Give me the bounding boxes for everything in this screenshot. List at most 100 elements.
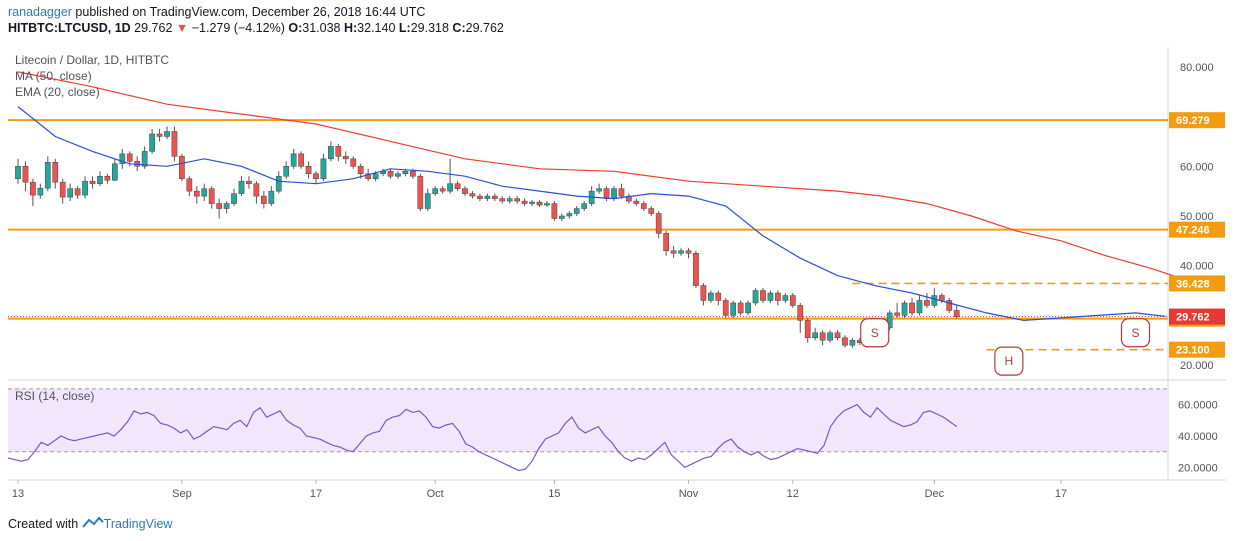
candle-body	[97, 175, 103, 184]
time-tick-label: Dec	[925, 488, 945, 500]
candle	[626, 193, 632, 204]
candle	[74, 186, 81, 199]
candle-body	[700, 285, 707, 301]
candle-body	[670, 250, 677, 254]
candle-body	[514, 198, 520, 202]
candle	[812, 327, 818, 341]
candle-body	[715, 292, 722, 301]
rsi-band	[8, 388, 1168, 452]
footer: Created with TradingView	[8, 516, 172, 533]
candle	[395, 171, 401, 179]
candle	[491, 193, 498, 202]
candle	[193, 186, 200, 204]
candle	[827, 330, 833, 343]
candle	[484, 193, 491, 202]
candle	[112, 158, 118, 182]
level-0-badge	[1169, 112, 1225, 129]
pattern-label-box	[1120, 318, 1151, 348]
candle	[328, 141, 334, 162]
candle-body	[633, 200, 640, 204]
legend-ema: EMA (20, close)	[15, 85, 100, 99]
pattern-label-s: S	[1120, 318, 1151, 348]
candle	[514, 196, 520, 204]
candle-body	[946, 300, 953, 311]
candle-body	[223, 203, 230, 209]
candle	[924, 293, 930, 308]
candle-body	[74, 188, 81, 196]
tradingview-brand[interactable]: TradingView	[103, 517, 173, 531]
candle-body	[59, 181, 66, 198]
time-tick-label: Nov	[679, 488, 699, 500]
candle-body	[529, 201, 535, 204]
time-tick-label: 15	[548, 488, 560, 500]
candle	[201, 183, 208, 202]
candle	[901, 300, 908, 318]
candle-body	[491, 195, 498, 199]
last-price-badge-label: 29.762	[1176, 312, 1210, 324]
pattern-label-h: H	[994, 346, 1024, 376]
candle-body	[760, 290, 766, 301]
close-value: 29.762	[134, 21, 173, 35]
pattern-label-s: S	[860, 318, 890, 348]
candle-body	[938, 295, 945, 301]
candle-body	[454, 183, 461, 189]
candle-body	[201, 188, 208, 197]
candle-body	[342, 156, 349, 160]
price-tick-label: 40.000	[1180, 261, 1214, 273]
candle	[253, 181, 260, 204]
candle	[789, 293, 796, 308]
candle-body	[909, 302, 915, 314]
candle-body	[752, 290, 759, 304]
candle-body	[737, 302, 744, 314]
candle-body	[82, 180, 88, 196]
candle	[529, 200, 535, 207]
candle-body	[462, 188, 468, 194]
candle-body	[67, 188, 74, 198]
candle	[350, 156, 357, 169]
candle	[104, 173, 111, 184]
candle	[573, 206, 580, 216]
candle	[261, 191, 267, 209]
candle	[454, 181, 461, 192]
time-tick-label: Sep	[172, 488, 192, 500]
open-label: O:	[288, 21, 303, 35]
candle	[603, 186, 610, 202]
close-label: C:	[452, 21, 466, 35]
candle-body	[283, 166, 290, 177]
candle-body	[387, 171, 394, 177]
price-tick-label: 80.000	[1180, 62, 1214, 74]
candle	[231, 188, 237, 207]
time-tick-label: 12	[787, 488, 799, 500]
candle	[536, 200, 543, 208]
candle-body	[417, 175, 424, 209]
candle-body	[37, 187, 44, 196]
candle	[387, 168, 394, 179]
candle-body	[834, 332, 841, 339]
candle	[320, 153, 327, 182]
tradingview-logo-icon	[81, 516, 104, 533]
candle	[588, 186, 595, 207]
candle-body	[193, 190, 200, 197]
candle	[477, 193, 483, 202]
candle	[417, 173, 424, 212]
legend-title: Litecoin / Dollar, 1D, HITBTC	[15, 53, 169, 67]
candle	[268, 186, 275, 207]
candle-body	[581, 203, 588, 209]
candle-body	[410, 171, 416, 177]
candle	[730, 300, 737, 318]
candle	[179, 153, 185, 182]
candle-body	[44, 162, 51, 189]
author-link[interactable]: ranadagger	[8, 5, 72, 19]
candle-body	[953, 310, 960, 317]
candle-body	[253, 183, 260, 197]
candle	[462, 186, 468, 197]
candle-body	[246, 180, 252, 184]
candle-body	[618, 188, 625, 197]
candle	[67, 183, 74, 202]
candle-body	[931, 295, 938, 306]
candle-body	[611, 188, 617, 199]
price-tick-label: 20.000	[1180, 360, 1214, 372]
candle-body	[357, 166, 364, 174]
candle	[633, 198, 640, 207]
